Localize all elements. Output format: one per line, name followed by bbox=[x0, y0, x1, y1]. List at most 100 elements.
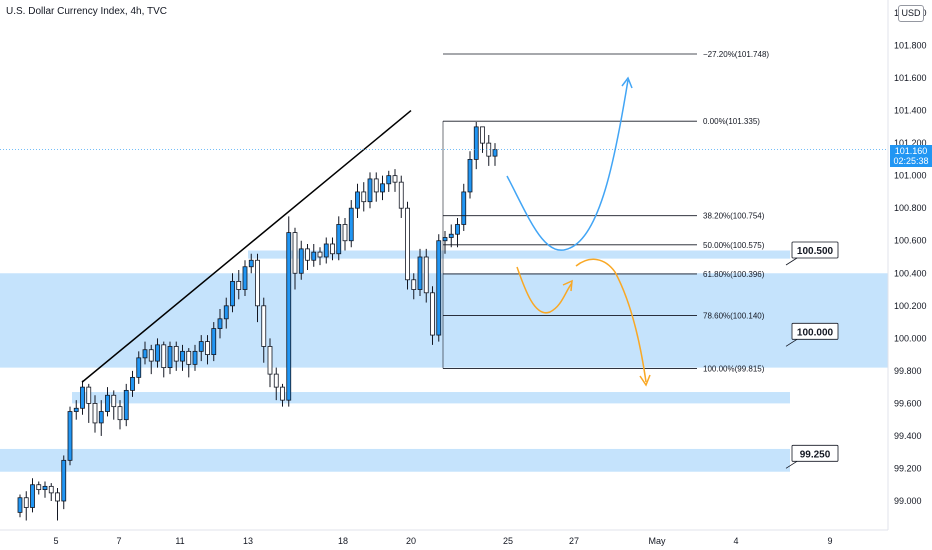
candle bbox=[167, 346, 173, 369]
y-tick-label: 99.800 bbox=[894, 366, 922, 376]
candle bbox=[55, 492, 60, 502]
candle bbox=[261, 305, 267, 347]
candle bbox=[355, 191, 360, 209]
candle bbox=[217, 318, 223, 329]
candle bbox=[361, 191, 367, 203]
candle bbox=[236, 280, 242, 290]
candle bbox=[386, 175, 392, 185]
candle bbox=[280, 386, 285, 401]
level-callout-label: 100.000 bbox=[797, 327, 834, 338]
candle bbox=[223, 305, 229, 320]
candle bbox=[67, 411, 73, 461]
candle bbox=[423, 256, 429, 294]
y-tick-label: 100.600 bbox=[894, 236, 927, 246]
candle bbox=[155, 344, 160, 362]
candle bbox=[130, 376, 135, 391]
support-zone bbox=[248, 250, 790, 259]
candle bbox=[117, 406, 123, 421]
fib-level-label: 0.00%(101.335) bbox=[703, 117, 760, 126]
candle bbox=[42, 485, 48, 491]
candle bbox=[186, 350, 192, 365]
candle bbox=[198, 341, 204, 352]
candle bbox=[298, 248, 304, 274]
level-callout-box bbox=[791, 322, 839, 340]
chart-title: U.S. Dollar Currency Index, 4h, TVC bbox=[6, 6, 167, 17]
y-tick-label: 100.200 bbox=[894, 301, 927, 311]
candle bbox=[73, 407, 79, 412]
candle bbox=[105, 394, 110, 412]
candle bbox=[242, 266, 248, 290]
support-zone bbox=[0, 448, 790, 472]
x-tick-label: 5 bbox=[53, 536, 58, 546]
candle bbox=[30, 484, 35, 508]
candle bbox=[86, 386, 92, 404]
y-tick-label: 99.200 bbox=[894, 463, 922, 473]
x-tick-label: 13 bbox=[243, 536, 253, 546]
y-tick-label: 99.000 bbox=[894, 496, 922, 506]
level-callout-box bbox=[791, 241, 839, 259]
rising-trendline bbox=[81, 110, 412, 383]
candle bbox=[398, 181, 404, 209]
candle bbox=[342, 224, 348, 242]
candle bbox=[92, 402, 98, 424]
correction-projection-arrowhead bbox=[562, 279, 573, 292]
fib-level-label: −27.20%(101.748) bbox=[703, 50, 769, 59]
currency-button[interactable]: USD bbox=[898, 5, 924, 22]
candle bbox=[373, 178, 379, 193]
last-price-value: 101.160 bbox=[894, 146, 928, 156]
y-tick-label: 100.800 bbox=[894, 203, 927, 213]
candle bbox=[267, 346, 273, 375]
y-tick-label: 101.400 bbox=[894, 106, 927, 116]
candle bbox=[23, 497, 29, 508]
fib-level-label: 100.00%(99.815) bbox=[703, 364, 765, 373]
level-callout-pointer bbox=[785, 257, 798, 266]
bullish-projection-arrowhead bbox=[621, 76, 633, 89]
bearish-projection-arrowhead bbox=[639, 374, 651, 387]
candle bbox=[367, 178, 373, 203]
level-callout-pointer bbox=[785, 338, 798, 347]
x-tick-label: May bbox=[648, 536, 666, 546]
x-tick-label: 18 bbox=[338, 536, 348, 546]
candle bbox=[442, 237, 448, 242]
candle bbox=[292, 232, 298, 274]
candle bbox=[305, 248, 310, 261]
candle bbox=[36, 484, 42, 491]
candle bbox=[273, 373, 279, 388]
candle bbox=[180, 350, 185, 362]
candle bbox=[430, 292, 435, 336]
x-tick-label: 11 bbox=[175, 536, 184, 546]
candle bbox=[123, 389, 129, 421]
fib-level-label: 38.20%(100.754) bbox=[703, 212, 765, 221]
y-tick-label: 101.200 bbox=[894, 138, 927, 148]
y-tick-label: 101.600 bbox=[894, 73, 927, 83]
candle bbox=[286, 232, 292, 401]
candle bbox=[111, 394, 117, 408]
candle bbox=[230, 280, 235, 307]
candle bbox=[48, 485, 54, 494]
y-tick-label: 99.400 bbox=[894, 431, 922, 441]
candle bbox=[148, 349, 154, 362]
x-tick-label: 9 bbox=[827, 536, 832, 546]
y-tick-label: 100.000 bbox=[894, 333, 927, 343]
candle bbox=[348, 207, 354, 242]
candle bbox=[380, 183, 385, 193]
candle bbox=[405, 207, 410, 281]
candle bbox=[392, 175, 398, 183]
candle bbox=[461, 191, 467, 225]
fib-level-label: 78.60%(100.140) bbox=[703, 312, 765, 321]
y-tick-label: 101.000 bbox=[894, 171, 927, 181]
candle bbox=[98, 411, 104, 424]
candle bbox=[192, 350, 198, 365]
candle bbox=[336, 224, 342, 255]
candle bbox=[330, 243, 335, 255]
candle bbox=[467, 158, 473, 193]
y-tick-label: 101.800 bbox=[894, 41, 927, 51]
candle bbox=[417, 256, 423, 290]
candle bbox=[61, 459, 67, 502]
candle bbox=[136, 357, 142, 378]
candle bbox=[17, 497, 23, 513]
candle bbox=[473, 126, 479, 160]
candle bbox=[411, 279, 417, 290]
x-tick-label: 4 bbox=[733, 536, 738, 546]
